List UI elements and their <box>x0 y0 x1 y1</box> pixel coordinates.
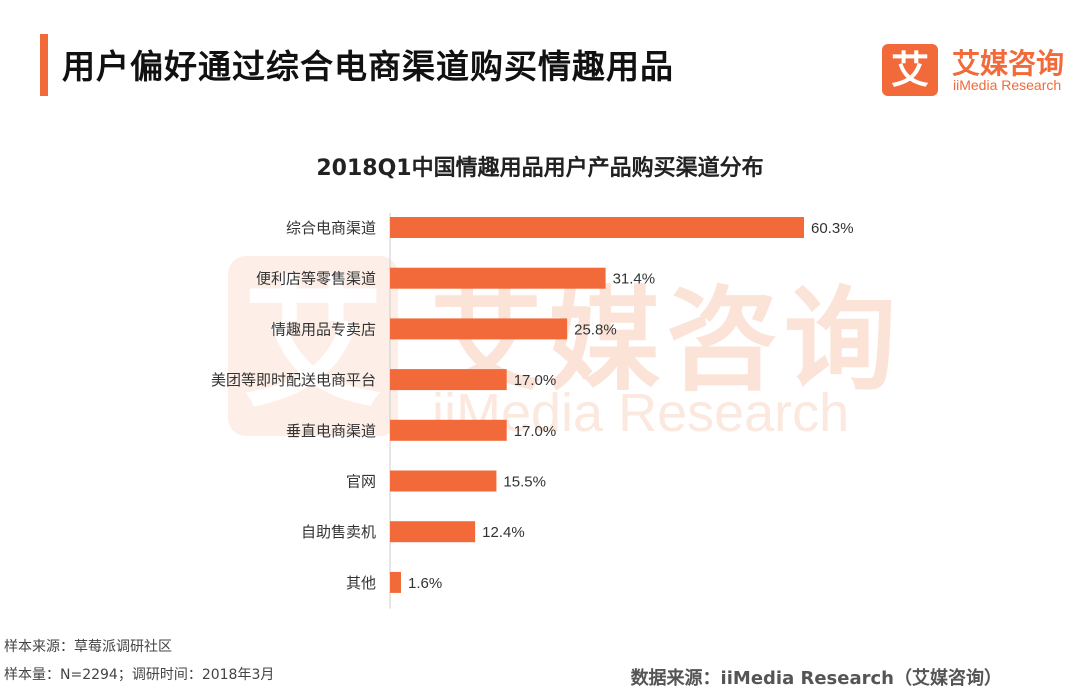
logo-text-en: iiMedia Research <box>953 77 1062 93</box>
category-label-0: 综合电商渠道 <box>286 219 376 237</box>
data-source-note: 数据来源：iiMedia Research（艾媒咨询） <box>630 668 1002 689</box>
category-label-3: 美团等即时配送电商平台 <box>211 371 376 389</box>
bar-3 <box>390 369 507 391</box>
logo-text-cn: 艾媒咨询 <box>952 47 1065 80</box>
value-label-2: 25.8% <box>574 321 617 338</box>
sample-size-note: 样本量：N=2294；调研时间：2018年3月 <box>4 667 275 683</box>
bar-1 <box>390 267 606 289</box>
value-label-6: 12.4% <box>482 524 525 541</box>
logo-icon: 艾 <box>882 44 938 96</box>
watermark-text-cn: 艾媒咨询 <box>430 276 902 406</box>
value-label-5: 15.5% <box>503 474 546 491</box>
title-accent-bar <box>40 34 48 96</box>
category-label-7: 其他 <box>346 574 376 592</box>
page-title: 用户偏好通过综合电商渠道购买情趣用品 <box>62 47 674 86</box>
category-label-5: 官网 <box>346 473 376 491</box>
value-label-1: 31.4% <box>613 271 656 288</box>
bar-7 <box>390 571 401 593</box>
category-label-1: 便利店等零售渠道 <box>256 270 376 288</box>
sample-source-note: 样本来源：草莓派调研社区 <box>4 639 172 655</box>
bar-6 <box>390 521 476 543</box>
value-label-0: 60.3% <box>811 220 854 237</box>
value-label-3: 17.0% <box>514 372 557 389</box>
bar-2 <box>390 318 568 340</box>
value-label-4: 17.0% <box>514 423 557 440</box>
category-label-6: 自助售卖机 <box>301 523 376 541</box>
value-label-7: 1.6% <box>408 575 442 592</box>
category-label-2: 情趣用品专卖店 <box>271 320 376 338</box>
watermark-logo-icon: 艾 <box>228 256 398 436</box>
chart-title: 2018Q1中国情趣用品用户产品购买渠道分布 <box>316 156 764 181</box>
bar-5 <box>390 470 497 492</box>
bar-4 <box>390 419 507 441</box>
bar-0 <box>390 217 804 238</box>
category-label-4: 垂直电商渠道 <box>286 422 376 440</box>
